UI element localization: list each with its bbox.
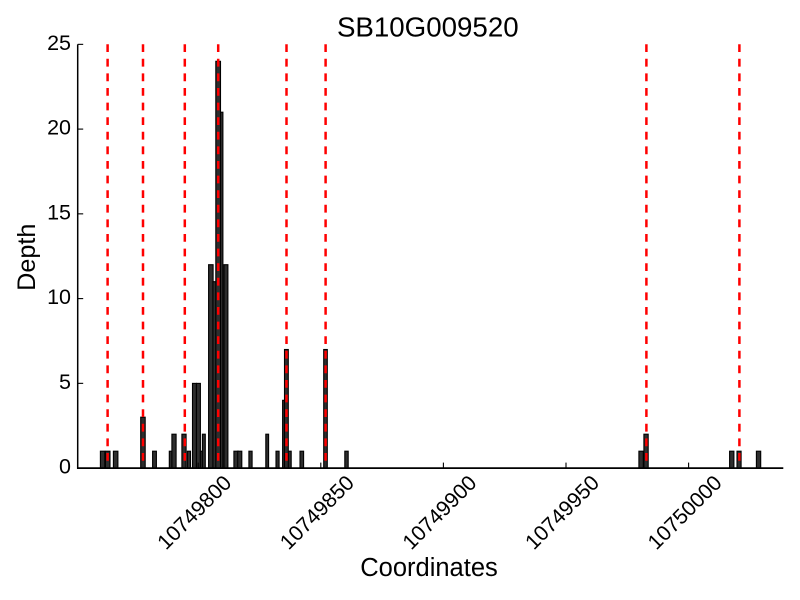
- svg-text:5: 5: [59, 370, 71, 394]
- svg-text:Coordinates: Coordinates: [360, 554, 498, 582]
- svg-text:Depth: Depth: [13, 224, 41, 291]
- svg-text:20: 20: [47, 116, 71, 140]
- svg-text:10: 10: [47, 285, 71, 309]
- svg-text:0: 0: [59, 455, 71, 479]
- svg-text:SB10G009520: SB10G009520: [337, 11, 519, 42]
- svg-text:25: 25: [47, 31, 71, 55]
- svg-text:15: 15: [47, 200, 71, 224]
